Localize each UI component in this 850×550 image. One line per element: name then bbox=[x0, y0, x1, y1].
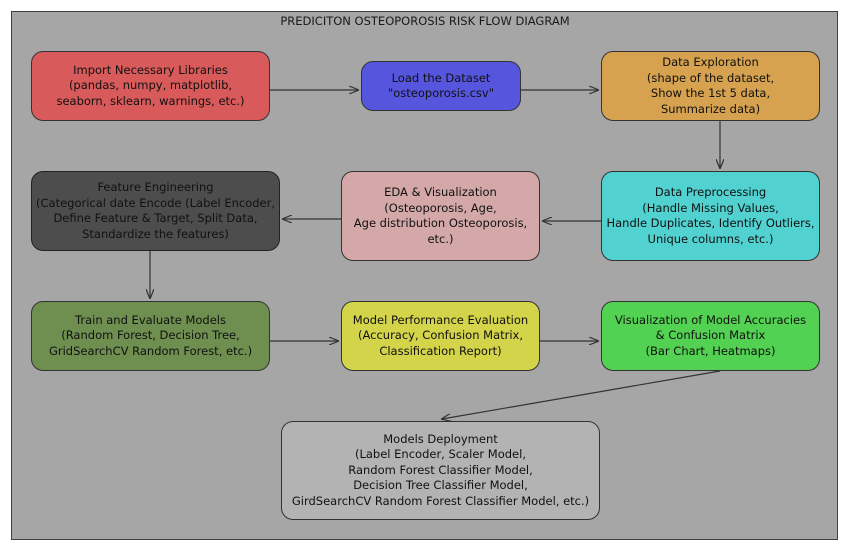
node-load-dataset: Load the Dataset "osteoporosis.csv" bbox=[361, 61, 521, 111]
node-text-line: Load the Dataset bbox=[391, 70, 491, 85]
node-text-line: Unique columns, etc.) bbox=[647, 231, 774, 246]
node-text-line: Random Forest Classifier Model, bbox=[348, 462, 533, 477]
node-eda-visualization: EDA & Visualization (Osteoporosis, Age, Ag… bbox=[341, 171, 540, 261]
node-text-line: (Categorical date Encode (Label Encoder, bbox=[36, 195, 275, 210]
node-text-line: Train and Evaluate Models bbox=[75, 312, 226, 327]
diagram-title: PREDICITON OSTEOPOROSIS RISK FLOW DIAGRA… bbox=[280, 14, 570, 28]
node-text-line: (Bar Chart, Heatmaps) bbox=[645, 343, 776, 358]
node-text-line: (Random Forest, Decision Tree, bbox=[61, 328, 240, 343]
node-text-line: GridSearchCV Random Forest, etc.) bbox=[48, 343, 253, 358]
node-text-line: "osteoporosis.csv" bbox=[387, 86, 495, 100]
node-text-line: (Handle Missing Values, bbox=[642, 200, 779, 215]
node-text-line: Handle Duplicates, Identify Outliers, bbox=[606, 216, 815, 230]
node-text-line: seaborn, sklearn, warnings, etc.) bbox=[56, 93, 245, 108]
node-text-line: Models Deployment bbox=[383, 431, 498, 446]
node-text-line: Summarize data) bbox=[660, 101, 761, 116]
node-text-line: (Osteoporosis, Age, bbox=[384, 200, 497, 215]
node-text-line: Import Necessary Libraries bbox=[73, 62, 228, 77]
node-train-evaluate-models: Train and Evaluate Models (Random Forest,… bbox=[31, 301, 270, 371]
node-text-line: Show the 1st 5 data, bbox=[650, 86, 771, 100]
node-data-exploration: Data Exploration (shape of the dataset, Sh… bbox=[601, 51, 820, 121]
node-model-performance-evaluation: Model Performance Evaluation (Accuracy, C… bbox=[341, 301, 540, 371]
node-text-line: & Confusion Matrix bbox=[655, 328, 766, 343]
node-text-line: Classification Report) bbox=[379, 343, 502, 358]
node-text-line: GirdSearchCV Random Forest Classifier Mo… bbox=[291, 493, 590, 508]
node-text-line: Feature Engineering bbox=[97, 180, 214, 194]
node-text-line: Data Exploration bbox=[662, 55, 759, 69]
node-text-line: Decision Tree Classifier Model, bbox=[353, 478, 528, 493]
node-text-line: Visualization of Model Accuracies bbox=[614, 312, 807, 327]
node-text-line: Data Preprocessing bbox=[654, 185, 767, 199]
node-text-line: Age distribution Osteoporosis, bbox=[353, 216, 528, 230]
arrow-visualization-to-deployment bbox=[442, 370, 721, 419]
node-text-line: (Accuracy, Confusion Matrix, bbox=[357, 328, 524, 343]
node-text-line: (Label Encoder, Scaler Model, bbox=[354, 447, 526, 462]
node-text-line: etc.) bbox=[427, 231, 454, 246]
node-text-line: (shape of the dataset, bbox=[646, 70, 775, 85]
node-text-line: Model Performance Evaluation bbox=[352, 312, 529, 327]
node-text-line: (pandas, numpy, matplotlib, bbox=[68, 78, 233, 93]
node-visualization-model-accuracies: Visualization of Model Accuracies & Confu… bbox=[601, 301, 820, 371]
node-text-line: EDA & Visualization bbox=[384, 185, 497, 199]
node-models-deployment: Models Deployment (Label Encoder, Scaler … bbox=[281, 421, 600, 520]
node-data-preprocessing: Data Preprocessing (Handle Missing Values… bbox=[601, 171, 820, 261]
node-feature-engineering: Feature Engineering (Categorical date Enc… bbox=[31, 171, 280, 251]
node-import-libraries: Import Necessary Libraries (pandas, numpy… bbox=[31, 51, 270, 121]
node-text-line: Define Feature & Target, Split Data, bbox=[53, 211, 258, 225]
node-text-line: Standardize the features) bbox=[82, 226, 229, 241]
